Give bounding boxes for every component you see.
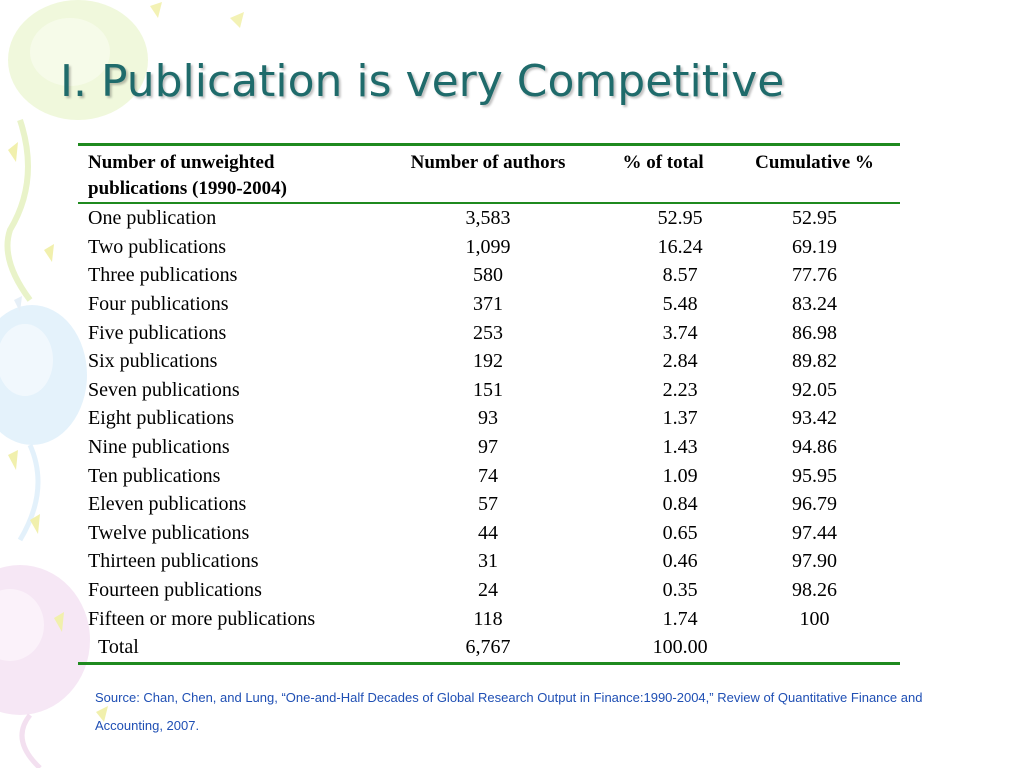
total-authors: 6,767: [465, 636, 511, 659]
row-authors: 118: [473, 607, 503, 630]
row-authors: 253: [473, 321, 504, 344]
header-publications: Number of unweighted publications (1990-…: [88, 152, 287, 199]
row-cumulative: 86.98: [792, 321, 838, 344]
row-percent: 1.43: [662, 436, 698, 459]
total-cumulative: [729, 633, 900, 663]
row-label: Thirteen publications: [88, 550, 259, 573]
row-percent: 1.74: [662, 607, 698, 630]
row-label: Nine publications: [88, 436, 230, 459]
row-authors: 371: [473, 293, 504, 316]
row-authors: 192: [473, 350, 504, 373]
row-percent: 8.57: [662, 264, 698, 287]
row-percent: 0.84: [662, 493, 698, 516]
row-cumulative: 96.79: [792, 493, 838, 516]
row-authors: 1,099: [465, 235, 511, 258]
row-cumulative: 77.76: [792, 264, 838, 287]
row-cumulative: 69.19: [792, 235, 838, 258]
row-percent: 0.65: [662, 521, 698, 544]
table-row: Four publications 371 5.48 83.24: [78, 290, 900, 319]
row-percent: 1.37: [662, 407, 698, 430]
row-authors: 3,583: [465, 207, 511, 230]
table-body: One publication 3,583 52.95 52.95 Two publi…: [78, 203, 900, 663]
table-row: Eleven publications 57 0.84 96.79: [78, 490, 900, 519]
row-label: Four publications: [88, 293, 229, 316]
row-authors: 74: [478, 464, 499, 487]
row-label: Fourteen publications: [88, 579, 262, 602]
table-row: Fifteen or more publications 118 1.74 100: [78, 604, 900, 633]
row-label: Six publications: [88, 350, 218, 373]
row-cumulative: 97.44: [792, 521, 838, 544]
row-percent: 3.74: [662, 321, 698, 344]
table-row: One publication 3,583 52.95 52.95: [78, 203, 900, 233]
row-cumulative: 83.24: [792, 293, 838, 316]
table-row: Twelve publications 44 0.65 97.44: [78, 519, 900, 548]
total-percent: 100.00: [652, 636, 708, 659]
table-row: Seven publications 151 2.23 92.05: [78, 376, 900, 405]
row-percent: 16.24: [657, 235, 703, 258]
row-percent: 2.23: [662, 378, 698, 401]
table-row: Thirteen publications 31 0.46 97.90: [78, 547, 900, 576]
row-percent: 0.35: [662, 579, 698, 602]
row-authors: 580: [473, 264, 504, 287]
row-percent: 0.46: [662, 550, 698, 573]
row-label: Ten publications: [88, 464, 221, 487]
row-authors: 31: [478, 550, 499, 573]
row-label: Five publications: [88, 321, 227, 344]
table-row: Six publications 192 2.84 89.82: [78, 347, 900, 376]
row-label: Seven publications: [88, 378, 240, 401]
row-authors: 24: [478, 579, 499, 602]
total-row: Total 6,767 100.00: [78, 633, 900, 663]
row-label: Eleven publications: [88, 493, 247, 516]
row-label: Twelve publications: [88, 521, 250, 544]
table-row: Five publications 253 3.74 86.98: [78, 318, 900, 347]
table-row: Fourteen publications 24 0.35 98.26: [78, 576, 900, 605]
table-row: Two publications 1,099 16.24 69.19: [78, 233, 900, 262]
row-percent: 1.09: [662, 464, 698, 487]
row-label: Three publications: [88, 264, 238, 287]
row-percent: 2.84: [662, 350, 698, 373]
source-citation: Source: Chan, Chen, and Lung, “One-and-H…: [95, 690, 923, 733]
header-row: Number of unweighted publications (1990-…: [78, 144, 900, 203]
row-cumulative: 92.05: [792, 378, 838, 401]
row-authors: 97: [478, 436, 499, 459]
row-cumulative: 95.95: [792, 464, 838, 487]
header-authors: Number of authors: [410, 152, 566, 173]
row-label: One publication: [88, 207, 217, 230]
table-row: Nine publications 97 1.43 94.86: [78, 433, 900, 462]
slide-title: I. Publication is very Competitive: [60, 56, 785, 107]
row-cumulative: 97.90: [792, 550, 838, 573]
row-percent: 52.95: [657, 207, 703, 230]
row-label: Eight publications: [88, 407, 235, 430]
publications-table: Number of unweighted publications (1990-…: [78, 143, 900, 665]
row-authors: 151: [473, 378, 504, 401]
row-authors: 93: [478, 407, 499, 430]
header-percent: % of total: [622, 152, 704, 173]
row-label: Fifteen or more publications: [88, 607, 316, 630]
table-row: Ten publications 74 1.09 95.95: [78, 461, 900, 490]
total-label: Total: [98, 636, 139, 659]
row-label: Two publications: [88, 235, 227, 258]
header-cumulative: Cumulative %: [755, 152, 874, 173]
row-cumulative: 94.86: [792, 436, 838, 459]
row-cumulative: 52.95: [792, 207, 838, 230]
table-row: Three publications 580 8.57 77.76: [78, 261, 900, 290]
row-cumulative: 98.26: [792, 579, 838, 602]
row-cumulative: 93.42: [792, 407, 838, 430]
row-authors: 44: [478, 521, 499, 544]
table-header: Number of unweighted publications (1990-…: [78, 144, 900, 203]
row-cumulative: 100: [799, 607, 830, 630]
row-percent: 5.48: [662, 293, 698, 316]
row-cumulative: 89.82: [792, 350, 838, 373]
row-authors: 57: [478, 493, 499, 516]
table-row: Eight publications 93 1.37 93.42: [78, 404, 900, 433]
